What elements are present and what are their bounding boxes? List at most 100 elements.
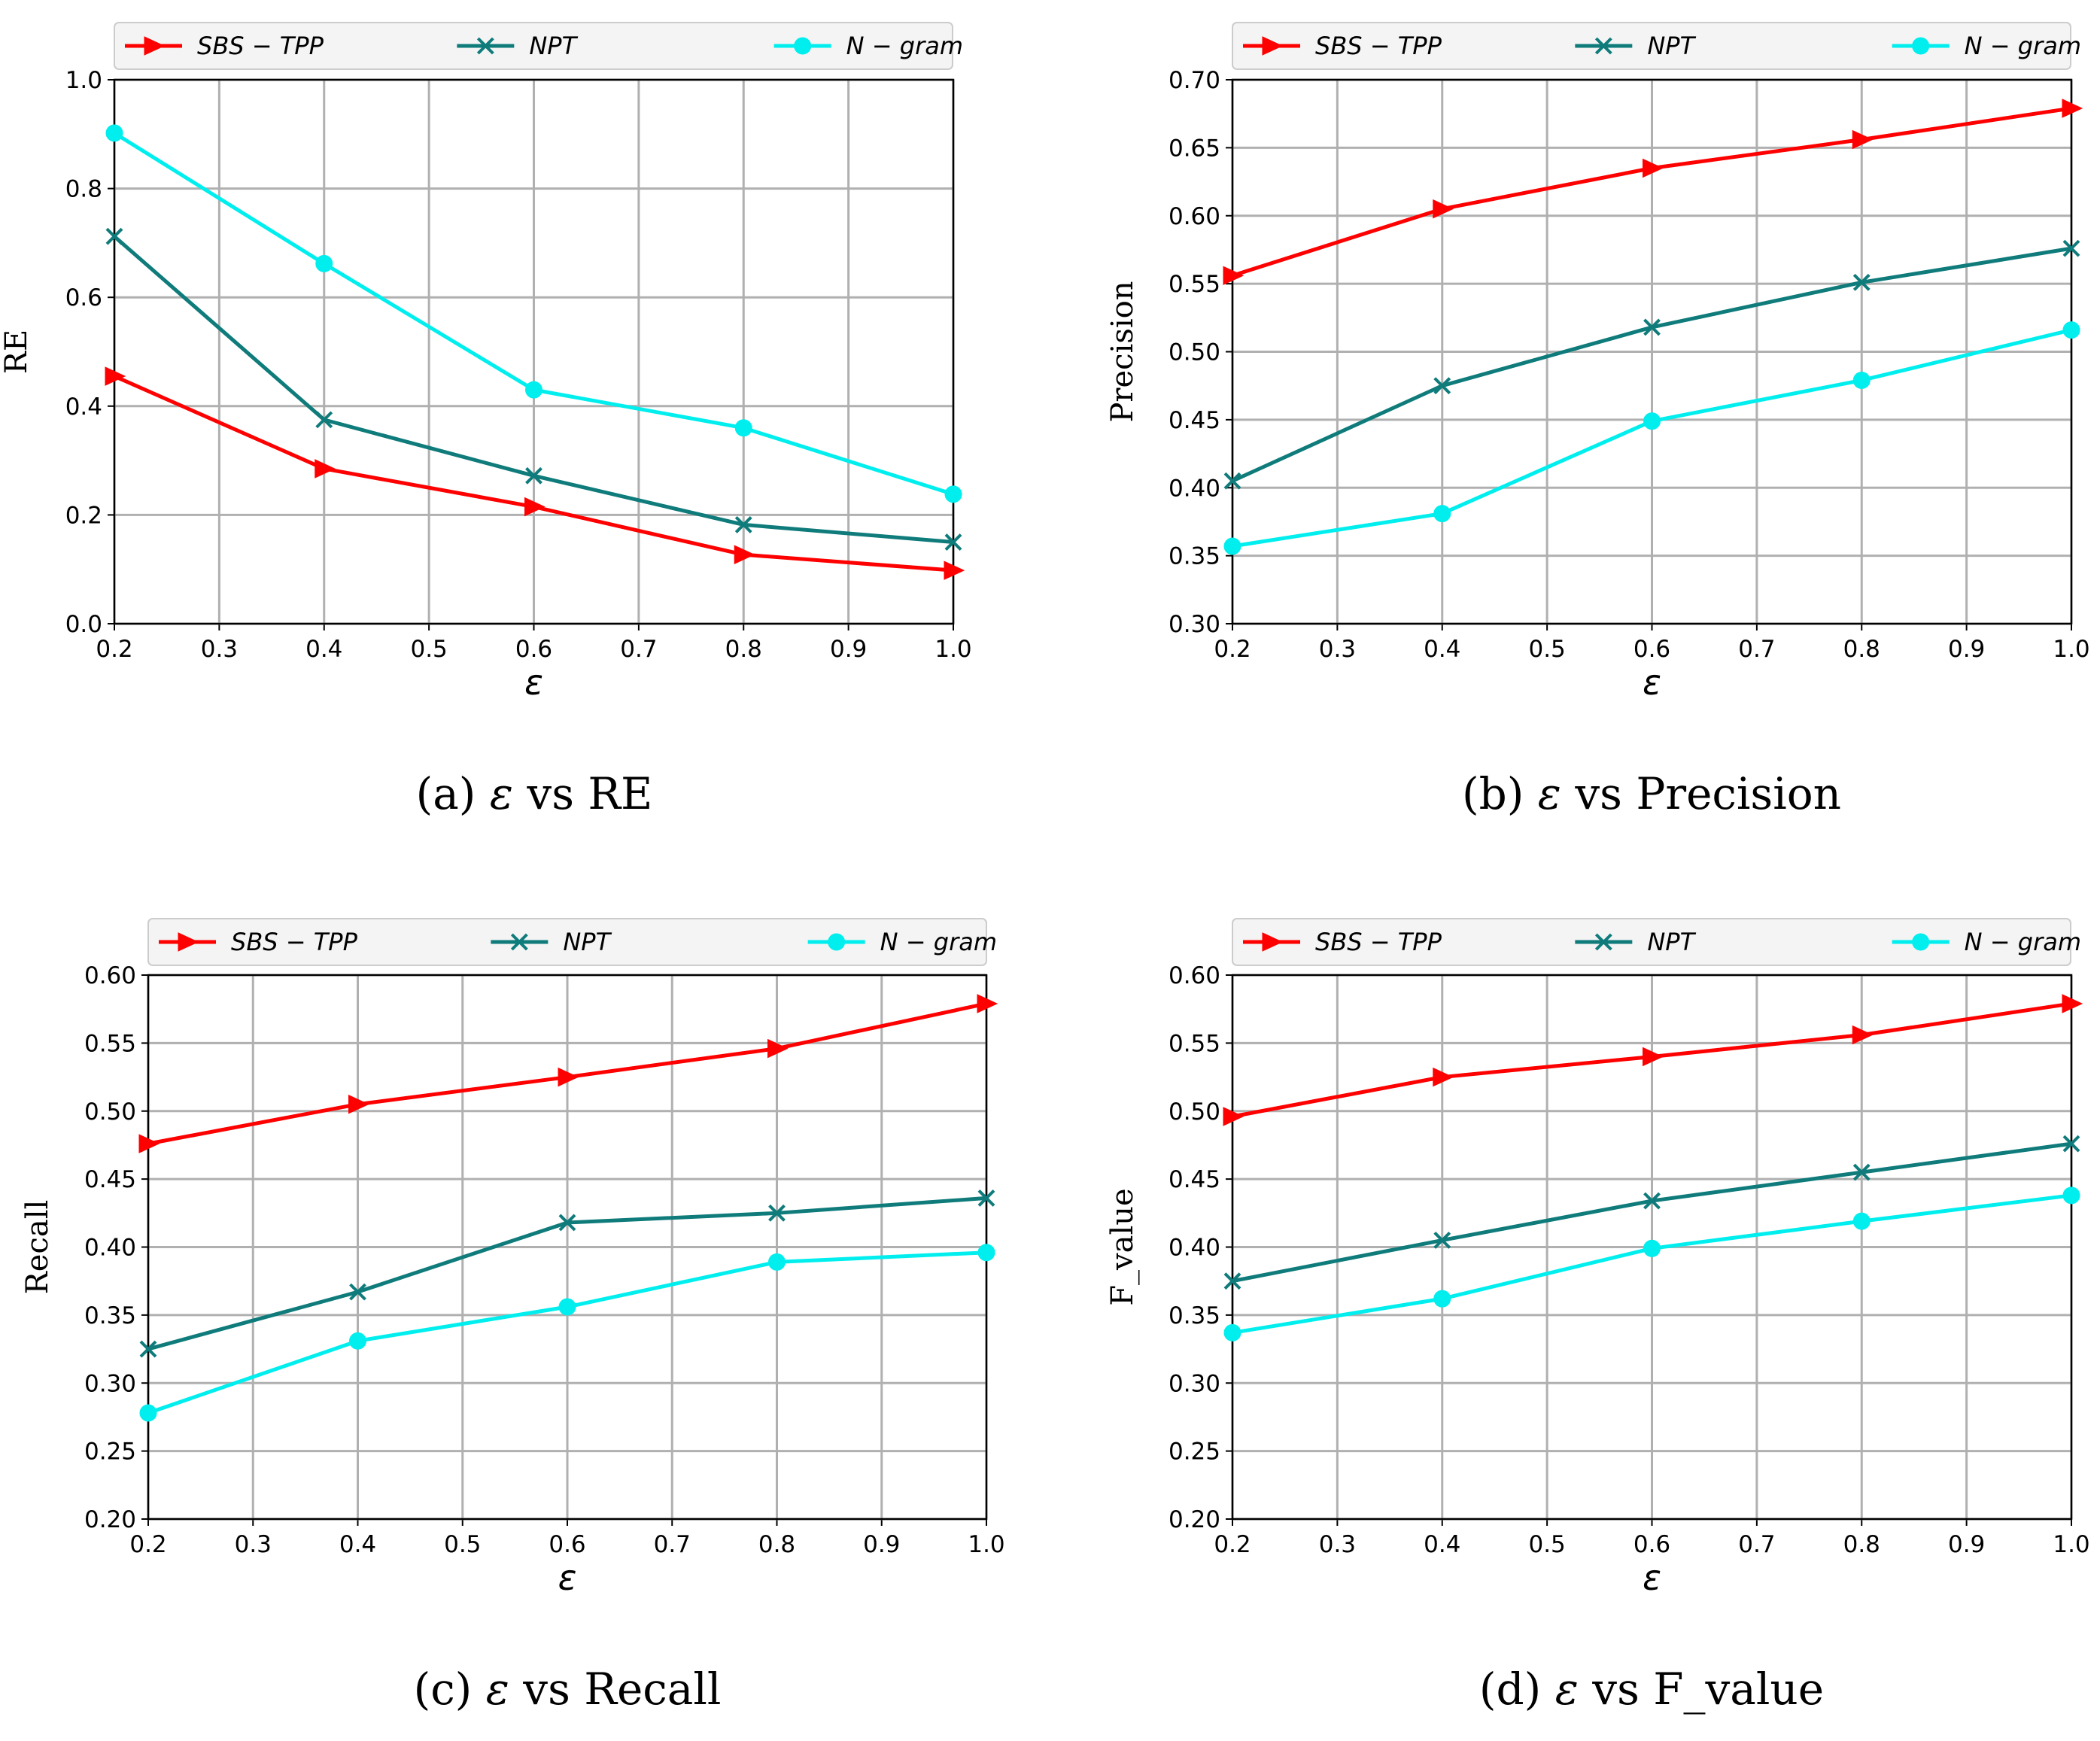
plot-frame (1231, 78, 2073, 625)
data-point-series-2 (2062, 239, 2080, 257)
y-tick-label: 0.20 (1169, 1506, 1220, 1533)
y-axis-label: Recall (20, 1200, 55, 1295)
plot-frame (1231, 974, 2073, 1521)
y-tick-label: 0.8 (65, 176, 102, 203)
x-tick-label: 0.3 (201, 636, 238, 663)
subplot-1: 0.2 0.3 0.4 0.5 0.6 0.7 0.8 0.9 1.00.00.20.40.60… (0, 22, 972, 819)
y-tick-label: 0.20 (84, 1506, 136, 1533)
x-tick-label: 0.6 (1634, 636, 1670, 663)
y-tick-label: 0.55 (1169, 1030, 1220, 1057)
data-point-series-2 (525, 466, 542, 485)
y-tick-label: 0.55 (1169, 271, 1220, 298)
y-tick-label: 0.60 (1169, 962, 1220, 989)
legend-box (1232, 918, 2071, 966)
x-tick-label: 0.3 (235, 1531, 272, 1558)
legend-marker (1912, 933, 1930, 951)
legend-box (147, 918, 987, 966)
data-point-series-1 (1223, 1107, 1245, 1126)
data-point-series-1 (1433, 199, 1454, 219)
y-axis-label: F_value (1105, 1188, 1140, 1305)
data-point-series-3 (1223, 1323, 1241, 1341)
subplot-2: 0.2 0.3 0.4 0.5 0.6 0.7 0.8 0.9 1.0 0.30 0.35 0.40 0… (1105, 22, 2090, 819)
data-point-series-2 (768, 1204, 786, 1222)
x-tick-label: 0.7 (1738, 1531, 1775, 1558)
y-axis-label: Precision (1105, 281, 1140, 422)
data-point-series-1 (1643, 1047, 1664, 1067)
data-point-series-2 (558, 1214, 576, 1232)
x-tick-label: 0.2 (1214, 1531, 1251, 1558)
data-point-series-1 (558, 1067, 579, 1087)
data-point-series-2 (315, 411, 333, 429)
data-point-series-1 (1643, 158, 1664, 178)
y-tick-label: 1.0 (65, 67, 102, 94)
x-axis-label: ε (1643, 1557, 1661, 1598)
legend-box (114, 22, 953, 70)
caption-symbol: ε (1555, 1664, 1579, 1715)
legend-marker (476, 37, 494, 55)
x-tick-label: 0.7 (620, 636, 657, 663)
data-point-series-3 (977, 1244, 995, 1262)
caption-label: (c) (414, 1664, 486, 1715)
data-point-series-1 (1433, 1067, 1454, 1087)
data-point-series-3 (1852, 371, 1871, 389)
legend-marker (828, 933, 846, 951)
y-tick-label: 0.45 (1169, 407, 1220, 434)
x-tick-label: 0.2 (1214, 636, 1251, 663)
data-point-series-2 (105, 227, 123, 245)
x-axis-label: ε (524, 662, 543, 703)
legend-marker (144, 36, 166, 56)
data-point-series-3 (944, 485, 962, 503)
x-tick-label: 0.3 (1319, 636, 1356, 663)
x-tick-label: 0.9 (1948, 1531, 1985, 1558)
caption-text: vs F_value (1579, 1664, 1824, 1715)
subplot-caption: (c) ε vs Recall (414, 1664, 722, 1715)
y-tick-label: 0.30 (1169, 611, 1220, 638)
x-tick-label: 0.2 (129, 1531, 166, 1558)
data-point-series-2 (1643, 1192, 1661, 1210)
y-tick-label: 0.35 (1169, 543, 1220, 570)
caption-label: (b) (1462, 768, 1538, 819)
x-tick-label: 0.8 (725, 636, 762, 663)
x-tick-label: 0.8 (1843, 1531, 1880, 1558)
legend-label: SBS − TPP (231, 928, 358, 956)
x-tick-label: 0.9 (863, 1531, 900, 1558)
x-axis-label: ε (1643, 662, 1661, 703)
data-point-series-1 (1223, 266, 1245, 286)
legend-label: NPT (1647, 928, 1696, 956)
legend-marker (1262, 36, 1284, 56)
x-tick-label: 0.7 (654, 1531, 691, 1558)
caption-label: (d) (1479, 1664, 1555, 1715)
y-tick-label: 0.35 (84, 1302, 136, 1329)
legend-marker (178, 932, 199, 952)
x-tick-label: 0.6 (515, 636, 552, 663)
data-point-series-1 (524, 497, 546, 517)
x-tick-label: 0.3 (1319, 1531, 1356, 1558)
caption-symbol: ε (486, 1664, 509, 1715)
data-point-series-2 (1433, 1232, 1451, 1249)
legend-marker (1594, 37, 1612, 55)
y-tick-label: 0.70 (1169, 67, 1220, 94)
data-point-series-2 (1852, 273, 1871, 291)
subplot-3: 0.2 0.3 0.4 0.5 0.6 0.7 0.8 0.9 1.0 0.20 0.25 0.30 0… (20, 918, 1005, 1715)
x-tick-label: 0.5 (444, 1531, 481, 1558)
y-tick-label: 0.25 (1169, 1439, 1220, 1466)
x-tick-label: 0.4 (1424, 1531, 1460, 1558)
legend-marker (1262, 932, 1284, 952)
caption-text: vs Recall (509, 1664, 722, 1715)
legend-label: SBS − TPP (1315, 928, 1442, 956)
caption-label: (a) (416, 768, 490, 819)
data-point-series-1 (977, 994, 998, 1013)
y-tick-label: 0.45 (1169, 1166, 1220, 1193)
y-tick-label: 0.2 (65, 502, 102, 529)
data-point-series-3 (139, 1404, 157, 1422)
y-tick-label: 0.35 (1169, 1302, 1220, 1329)
data-point-series-2 (1643, 318, 1661, 336)
subplot-caption: (b) ε vs Precision (1462, 768, 1841, 819)
x-tick-label: 0.9 (830, 636, 867, 663)
x-tick-label: 0.8 (1843, 636, 1880, 663)
data-point-series-2 (1223, 1272, 1241, 1290)
y-tick-label: 0.30 (84, 1370, 136, 1397)
data-point-series-3 (2062, 321, 2080, 339)
data-point-series-3 (734, 419, 752, 437)
data-point-series-3 (1852, 1212, 1871, 1230)
